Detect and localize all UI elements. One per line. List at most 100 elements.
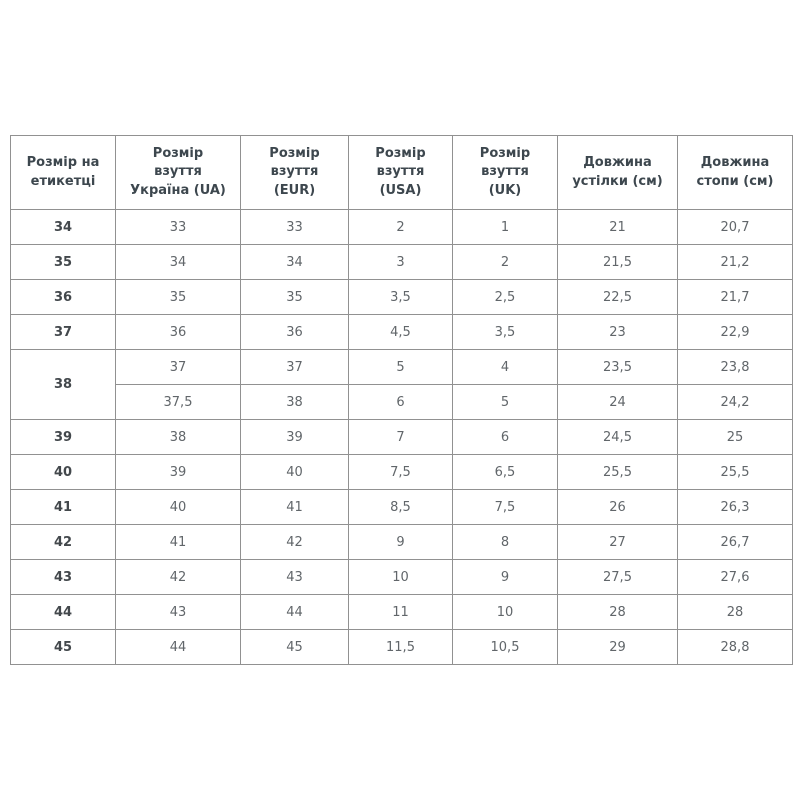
column-header-size-usa: Розмір взуття (USA) bbox=[348, 135, 453, 210]
shoe-size-conversion-table: Розмір на етикетці Розмір взуття Україна… bbox=[10, 135, 793, 665]
cell-size-label: 41 bbox=[10, 489, 116, 525]
cell-insole-length: 21,5 bbox=[557, 244, 678, 280]
cell-size-ua: 41 bbox=[115, 524, 241, 560]
column-header-insole-length: Довжина устілки (см) bbox=[557, 135, 678, 210]
table-header: Розмір на етикетці Розмір взуття Україна… bbox=[10, 135, 793, 210]
cell-insole-length: 25,5 bbox=[557, 454, 678, 490]
cell-foot-length: 28 bbox=[677, 594, 793, 630]
cell-size-usa: 7,5 bbox=[348, 454, 453, 490]
header-line: (USA) bbox=[379, 182, 422, 198]
cell-size-uk: 10,5 bbox=[452, 629, 558, 665]
header-line: Розмір bbox=[375, 145, 426, 161]
table-row: 43 42 43 10 9 27,5 27,6 bbox=[10, 559, 793, 595]
cell-size-uk: 1 bbox=[452, 209, 558, 245]
table-row: 42 41 42 9 8 27 26,7 bbox=[10, 524, 793, 560]
header-line: Довжина bbox=[583, 155, 652, 171]
cell-insole-length: 26 bbox=[557, 489, 678, 525]
cell-foot-length: 28,8 bbox=[677, 629, 793, 665]
cell-size-usa: 3,5 bbox=[348, 279, 453, 315]
header-line: взуття bbox=[376, 164, 425, 180]
cell-size-eur: 45 bbox=[240, 629, 349, 665]
table-row: 36 35 35 3,5 2,5 22,5 21,7 bbox=[10, 279, 793, 315]
cell-size-eur: 44 bbox=[240, 594, 349, 630]
cell-insole-length: 24,5 bbox=[557, 419, 678, 455]
cell-size-uk: 6 bbox=[452, 419, 558, 455]
cell-size-usa: 4,5 bbox=[348, 314, 453, 350]
cell-size-ua: 37 bbox=[115, 349, 241, 385]
cell-foot-length: 24,2 bbox=[677, 384, 793, 420]
table-row: 37 36 36 4,5 3,5 23 22,9 bbox=[10, 314, 793, 350]
cell-size-label: 37 bbox=[10, 314, 116, 350]
header-line: Розмір на bbox=[26, 155, 100, 171]
cell-size-ua: 39 bbox=[115, 454, 241, 490]
cell-size-uk: 5 bbox=[452, 384, 558, 420]
table-row: 41 40 41 8,5 7,5 26 26,3 bbox=[10, 489, 793, 525]
cell-size-ua: 33 bbox=[115, 209, 241, 245]
cell-size-eur: 33 bbox=[240, 209, 349, 245]
cell-size-eur: 39 bbox=[240, 419, 349, 455]
header-row: Розмір на етикетці Розмір взуття Україна… bbox=[10, 135, 793, 210]
cell-size-uk: 8 bbox=[452, 524, 558, 560]
cell-foot-length: 27,6 bbox=[677, 559, 793, 595]
table-row: 37,5 38 6 5 24 24,2 bbox=[11, 384, 793, 420]
cell-size-usa: 11,5 bbox=[348, 629, 453, 665]
cell-size-label: 35 bbox=[10, 244, 116, 280]
cell-insole-length: 22,5 bbox=[557, 279, 678, 315]
cell-size-uk: 4 bbox=[452, 349, 558, 385]
cell-size-eur: 35 bbox=[240, 279, 349, 315]
cell-size-usa: 3 bbox=[348, 244, 453, 280]
header-line: етикетці bbox=[30, 173, 96, 189]
cell-size-label: 44 bbox=[10, 594, 116, 630]
header-line: Розмір bbox=[269, 145, 320, 161]
header-line: взуття bbox=[154, 164, 202, 180]
cell-foot-length: 25 bbox=[677, 419, 793, 455]
cell-size-ua: 36 bbox=[115, 314, 241, 350]
cell-size-label: 43 bbox=[10, 559, 116, 595]
cell-size-usa: 9 bbox=[348, 524, 453, 560]
cell-foot-length: 20,7 bbox=[677, 209, 793, 245]
cell-foot-length: 21,2 bbox=[677, 244, 793, 280]
column-header-size-eur: Розмір взуття (EUR) bbox=[240, 135, 349, 210]
cell-size-eur: 40 bbox=[240, 454, 349, 490]
cell-insole-length: 23,5 bbox=[557, 349, 678, 385]
table-row: 45 44 45 11,5 10,5 29 28,8 bbox=[10, 629, 793, 665]
cell-foot-length: 22,9 bbox=[677, 314, 793, 350]
cell-size-label: 42 bbox=[10, 524, 116, 560]
header-line: взуття bbox=[270, 164, 319, 180]
cell-insole-length: 28 bbox=[557, 594, 678, 630]
header-line: стопи (см) bbox=[696, 173, 774, 189]
table-body: 34 33 33 2 1 21 20,7 35 34 34 3 2 21,5 2… bbox=[10, 209, 793, 665]
column-header-size-uk: Розмір взуття (UK) bbox=[452, 135, 558, 210]
cell-insole-length: 24 bbox=[557, 384, 678, 420]
cell-size-eur: 42 bbox=[240, 524, 349, 560]
cell-foot-length: 25,5 bbox=[677, 454, 793, 490]
cell-size-usa: 8,5 bbox=[348, 489, 453, 525]
cell-foot-length: 26,3 bbox=[677, 489, 793, 525]
cell-foot-length: 23,8 bbox=[677, 349, 793, 385]
table-row: 38 37 37 5 4 23,5 23,8 bbox=[10, 349, 793, 420]
cell-size-ua: 42 bbox=[115, 559, 241, 595]
header-line: Довжина bbox=[700, 155, 770, 171]
cell-size-eur: 37 bbox=[240, 349, 349, 385]
header-line: взуття bbox=[481, 164, 529, 180]
cell-foot-length: 26,7 bbox=[677, 524, 793, 560]
cell-insole-length: 21 bbox=[557, 209, 678, 245]
cell-size-uk: 2 bbox=[452, 244, 558, 280]
cell-size-ua: 37,5 bbox=[115, 384, 241, 420]
cell-size-eur: 38 bbox=[240, 384, 349, 420]
cell-foot-length: 21,7 bbox=[677, 279, 793, 315]
table-row: 39 38 39 7 6 24,5 25 bbox=[10, 419, 793, 455]
cell-size-ua: 34 bbox=[115, 244, 241, 280]
cell-size-label: 39 bbox=[10, 419, 116, 455]
table-row: 44 43 44 11 10 28 28 bbox=[10, 594, 793, 630]
cell-size-uk: 7,5 bbox=[452, 489, 558, 525]
header-line: Розмір bbox=[152, 145, 204, 161]
column-header-foot-length: Довжина стопи (см) bbox=[677, 135, 793, 210]
cell-size-usa: 11 bbox=[348, 594, 453, 630]
cell-size-usa: 10 bbox=[348, 559, 453, 595]
cell-size-label-merged: 38 bbox=[10, 349, 116, 420]
cell-size-usa: 2 bbox=[348, 209, 453, 245]
cell-size-eur: 36 bbox=[240, 314, 349, 350]
cell-size-uk: 2,5 bbox=[452, 279, 558, 315]
